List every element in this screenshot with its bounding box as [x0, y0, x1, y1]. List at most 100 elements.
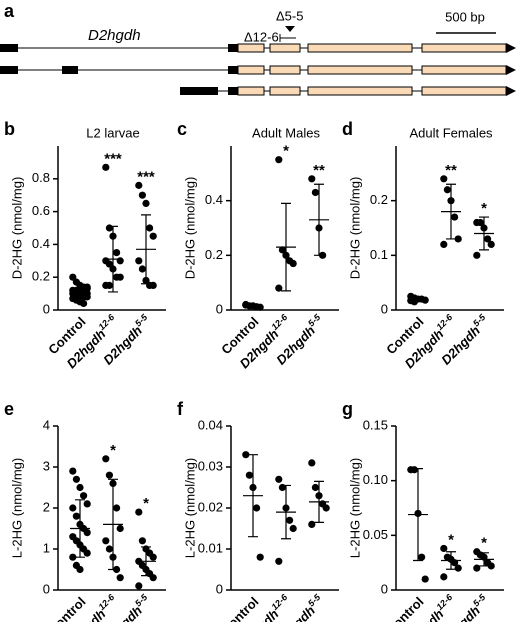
data-point: [454, 235, 462, 243]
significance: *: [481, 200, 487, 217]
data-point: [487, 562, 495, 570]
data-point: [256, 553, 264, 561]
data-point: [275, 557, 283, 565]
y-axis-label: L-2HG (nmol/mg): [9, 458, 24, 558]
data-point: [242, 301, 250, 309]
data-point: [487, 240, 495, 248]
data-point: [476, 218, 484, 227]
noncoding-exons: [0, 43, 516, 96]
data-point: [149, 553, 157, 561]
data-point: [311, 188, 319, 197]
data-point: [440, 175, 448, 183]
y-tick-label: 0: [43, 581, 50, 596]
data-point: [138, 537, 146, 545]
data-point: [440, 544, 448, 553]
data-point: [76, 483, 84, 492]
data-point: [142, 199, 150, 207]
significance: **: [313, 162, 325, 179]
data-point: [421, 296, 429, 304]
y-tick-label: 0: [381, 301, 388, 316]
data-point: [138, 191, 146, 199]
gene-diagram: a D2hgdh Δ5-5 Δ12-6 500 bp: [0, 1, 516, 96]
x-tick-label: Control: [45, 594, 88, 622]
data-point: [80, 299, 88, 308]
y-tick-label: 0.10: [363, 472, 388, 487]
x-tick-label: Control: [218, 594, 261, 622]
data-point: [135, 508, 143, 516]
y-tick-label: 0.2: [32, 269, 50, 284]
data-point: [83, 529, 91, 537]
data-point: [149, 281, 157, 289]
y-tick-label: 2: [43, 499, 50, 514]
y-tick-label: 0.1: [370, 247, 388, 262]
data-point: [135, 181, 143, 189]
data-point: [83, 500, 91, 508]
y-tick-label: 0.4: [205, 192, 223, 207]
y-axis-label: L-2HG (nmol/mg): [182, 458, 197, 558]
panel-label: g: [342, 399, 353, 419]
deletion-label: Δ5-5: [276, 8, 303, 23]
data-point: [289, 524, 297, 533]
data-point: [105, 260, 113, 268]
y-tick-label: 0: [43, 301, 50, 316]
data-point: [473, 251, 481, 259]
y-tick-label: 0.03: [198, 458, 223, 473]
significance: *: [481, 535, 487, 552]
data-point: [113, 249, 121, 257]
y-tick-label: 0.2: [205, 247, 223, 262]
data-point: [286, 516, 294, 524]
data-point: [410, 466, 418, 474]
panel-label: f: [177, 399, 184, 419]
data-point: [484, 235, 492, 243]
data-point: [149, 574, 157, 582]
gene-name: D2hgdh: [88, 27, 141, 44]
data-point: [454, 564, 462, 572]
chart-title: Adult Females: [409, 125, 493, 140]
deletion-marker: [285, 26, 295, 32]
significance: **: [445, 162, 457, 179]
y-tick-label: 0.8: [32, 170, 50, 185]
data-point: [83, 293, 91, 301]
data-point: [440, 573, 448, 581]
data-point: [105, 281, 113, 289]
data-point: [113, 504, 121, 512]
data-point: [69, 273, 77, 281]
panel-label: a: [4, 1, 15, 21]
data-point: [418, 553, 426, 561]
y-tick-label: 0.01: [198, 540, 223, 555]
data-point: [72, 512, 80, 520]
x-tick-label: Control: [383, 594, 426, 622]
coding-exons: [237, 43, 507, 96]
y-tick-label: 0.4: [32, 236, 50, 251]
y-tick-label: 0.02: [198, 499, 223, 514]
data-point: [146, 224, 154, 232]
significance: ***: [137, 168, 155, 185]
data-point: [83, 283, 91, 291]
data-point: [311, 483, 319, 492]
y-tick-label: 1: [43, 540, 50, 555]
y-axis-label: D-2HG (nmol/mg): [182, 177, 197, 280]
data-point: [116, 257, 124, 265]
y-tick-label: 0.6: [32, 203, 50, 218]
data-point: [69, 504, 77, 512]
data-point: [102, 455, 110, 463]
deletion-bracket: [279, 34, 296, 42]
y-axis-label: D-2HG (nmol/mg): [9, 177, 24, 280]
chart-title: L2 larvae: [86, 125, 139, 140]
data-point: [69, 467, 77, 475]
data-point: [69, 553, 77, 561]
data-point: [275, 475, 283, 483]
y-tick-label: 0: [381, 581, 388, 596]
significance: *: [283, 143, 289, 160]
data-point: [322, 504, 330, 512]
y-axis-label: D-2HG (nmol/mg): [347, 177, 362, 280]
data-point: [289, 259, 297, 268]
data-point: [72, 475, 80, 483]
data-point: [138, 265, 146, 273]
data-point: [245, 471, 253, 479]
data-point: [451, 213, 459, 221]
significance: *: [448, 531, 454, 548]
data-point: [102, 537, 110, 545]
